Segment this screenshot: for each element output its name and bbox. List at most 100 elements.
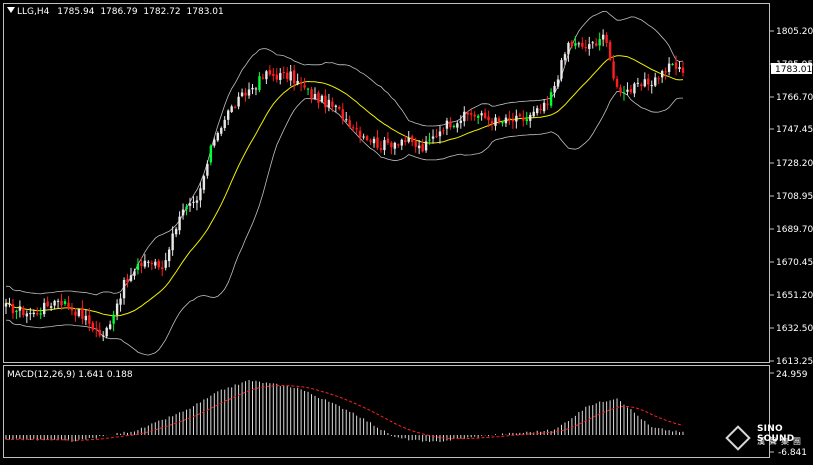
candle-body bbox=[206, 163, 209, 176]
price-tick-label: 1747.45 bbox=[776, 125, 813, 135]
price-tick-label: 1651.20 bbox=[776, 291, 813, 301]
candle-body bbox=[504, 117, 508, 124]
candle-body bbox=[8, 303, 11, 305]
candle-body bbox=[251, 87, 254, 90]
candle-body bbox=[171, 233, 174, 251]
candle-body bbox=[70, 308, 74, 311]
candle-body bbox=[654, 77, 657, 86]
candle-body bbox=[213, 139, 216, 146]
candle-body bbox=[608, 41, 612, 60]
candle-body bbox=[629, 89, 633, 93]
candle-body bbox=[501, 122, 504, 124]
candle-body bbox=[81, 307, 84, 319]
candle-body bbox=[188, 203, 192, 206]
candle-body bbox=[598, 39, 601, 46]
candle-body bbox=[351, 127, 355, 129]
candle-body bbox=[379, 148, 383, 150]
price-tick-label: 1708.95 bbox=[776, 192, 813, 202]
candle-body bbox=[581, 42, 584, 47]
candle-body bbox=[497, 118, 501, 121]
price-tick-label: 1670.45 bbox=[776, 258, 813, 268]
candle-body bbox=[292, 70, 296, 84]
candle-body bbox=[11, 304, 15, 314]
chart-header: LLG,H4 1785.94 1786.79 1782.72 1783.01 bbox=[7, 7, 224, 17]
candle-body bbox=[414, 140, 417, 147]
candle-body bbox=[431, 136, 435, 139]
candle-body bbox=[133, 271, 136, 276]
candle-body bbox=[459, 120, 463, 123]
candle-body bbox=[63, 301, 67, 304]
candle-body bbox=[372, 138, 376, 144]
candle-body bbox=[32, 312, 35, 315]
candle-body bbox=[605, 35, 608, 43]
candle-body bbox=[313, 94, 317, 99]
candle-body bbox=[289, 71, 292, 81]
price-tick-label: 1805.20 bbox=[776, 27, 813, 37]
candle-body bbox=[674, 62, 678, 69]
candle-body bbox=[341, 109, 344, 120]
candle-body bbox=[122, 279, 126, 299]
candle-body bbox=[140, 263, 143, 267]
candle-body bbox=[515, 115, 518, 122]
candlestick-series bbox=[4, 29, 685, 342]
candle-body bbox=[456, 123, 459, 128]
candle-body bbox=[560, 60, 563, 79]
candle-body bbox=[237, 96, 240, 107]
candle-body bbox=[424, 141, 428, 151]
candle-body bbox=[365, 136, 369, 141]
candle-body bbox=[247, 89, 251, 96]
candle-body bbox=[105, 327, 108, 337]
candle-body bbox=[476, 115, 480, 118]
candle-body bbox=[84, 315, 88, 321]
candle-body bbox=[185, 206, 188, 210]
candle-body bbox=[199, 188, 202, 201]
candle-body bbox=[317, 92, 320, 103]
candle-body bbox=[584, 47, 587, 49]
candle-body bbox=[362, 136, 365, 138]
candle-body bbox=[226, 110, 230, 120]
current-price-label: 1783.01 bbox=[775, 65, 812, 75]
candle-body bbox=[522, 117, 525, 121]
candle-body bbox=[164, 260, 167, 268]
candle-body bbox=[334, 105, 338, 108]
candle-body bbox=[622, 92, 626, 94]
candle-body bbox=[463, 111, 466, 122]
candle-body bbox=[657, 78, 660, 80]
candle-body bbox=[595, 43, 598, 46]
candle-body bbox=[88, 315, 91, 324]
candle-body bbox=[591, 42, 594, 44]
candle-body bbox=[535, 108, 539, 114]
candle-body bbox=[42, 302, 46, 315]
candle-body bbox=[643, 79, 647, 87]
candle-body bbox=[320, 95, 324, 102]
triangle-down-icon[interactable] bbox=[7, 7, 15, 13]
candle-body bbox=[480, 113, 483, 116]
candle-body bbox=[525, 119, 528, 122]
diamond-logo-icon bbox=[725, 425, 751, 451]
candle-body bbox=[348, 120, 351, 128]
candle-body bbox=[647, 78, 650, 85]
candle-body bbox=[258, 76, 261, 91]
candle-body bbox=[4, 303, 8, 307]
open-value: 1785.94 bbox=[57, 7, 95, 17]
candle-body bbox=[77, 309, 81, 317]
candle-body bbox=[268, 70, 272, 75]
candle-body bbox=[112, 314, 115, 324]
candle-body bbox=[150, 262, 154, 265]
candle-body bbox=[178, 216, 181, 231]
candle-body bbox=[563, 54, 567, 61]
candle-body bbox=[223, 119, 226, 129]
candle-body bbox=[383, 140, 386, 151]
candle-body bbox=[18, 306, 22, 311]
candle-body bbox=[577, 43, 581, 45]
candle-body bbox=[546, 103, 549, 105]
bollinger-bands bbox=[5, 10, 684, 356]
moving-average-line bbox=[5, 55, 684, 317]
candle-body bbox=[553, 85, 556, 93]
candle-body bbox=[108, 324, 112, 329]
candle-body bbox=[286, 72, 289, 79]
candle-body bbox=[174, 228, 178, 235]
candle-body bbox=[539, 108, 542, 110]
